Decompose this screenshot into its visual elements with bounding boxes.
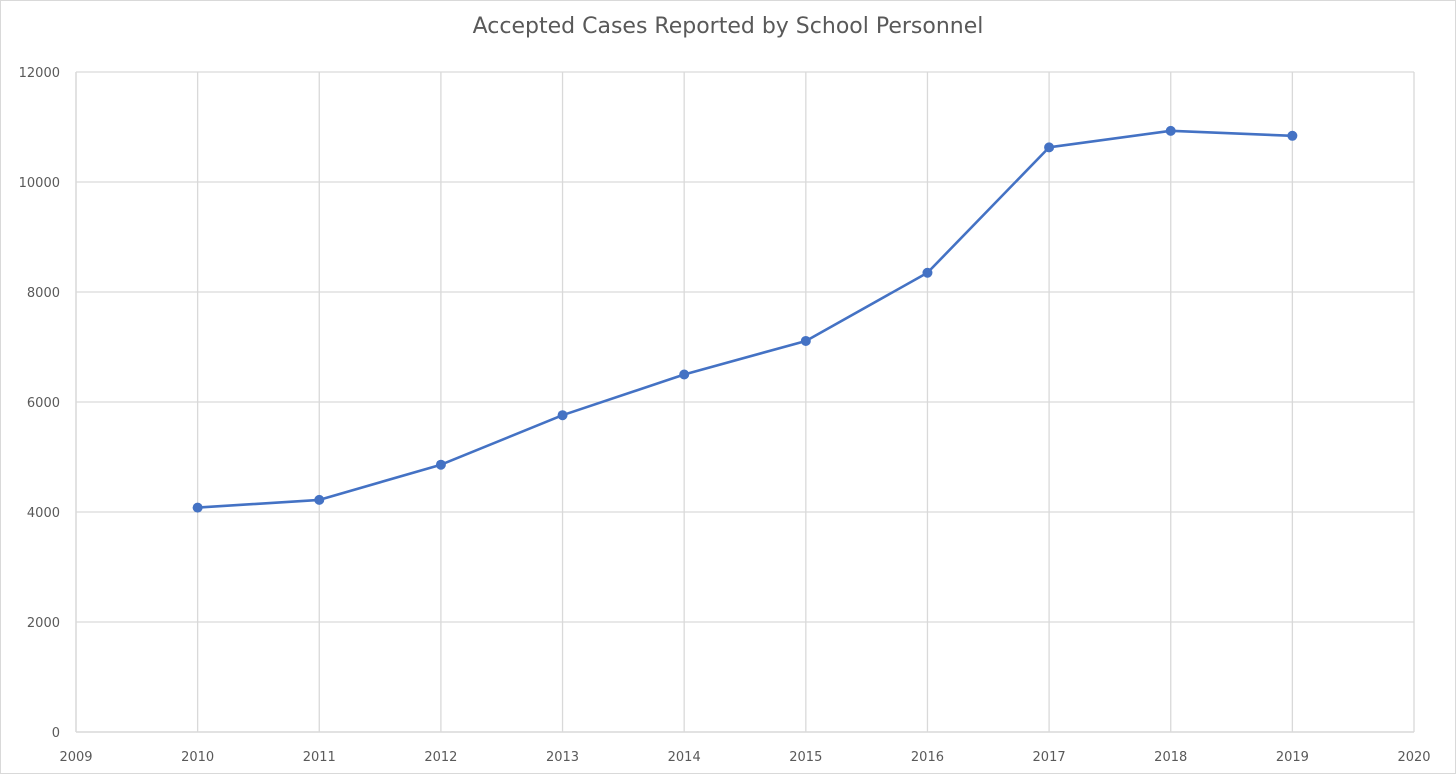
y-tick-label: 2000 [27,616,60,631]
y-tick-label: 12000 [19,66,60,81]
x-tick-labels: 2009 2010 2011 2012 2013 2014 2015 2016 2017 2018… [59,750,1430,765]
x-tick-label: 2017 [1033,750,1066,765]
x-tick-label: 2016 [911,750,944,765]
data-point [314,494,325,505]
axes [75,72,1414,733]
y-tick-label: 10000 [19,176,60,191]
data-point [679,369,690,380]
x-tick-label: 2009 [59,750,92,765]
data-point [1044,142,1055,153]
x-tick-label: 2013 [546,750,579,765]
data-point [800,335,811,346]
series-line-layer [196,129,1294,509]
y-tick-label: 8000 [27,286,60,301]
data-point [922,267,933,278]
data-point [557,410,568,421]
y-tick-label: 0 [52,726,60,741]
data-point [192,502,203,513]
x-tick-label: 2015 [789,750,822,765]
chart-title: Accepted Cases Reported by School Person… [472,14,984,39]
grid [76,71,1415,732]
x-tick-label: 2018 [1154,750,1187,765]
x-tick-label: 2010 [181,750,214,765]
y-tick-labels: 0 2000 4000 6000 8000 10000 12000 [19,66,60,741]
y-tick-label: 4000 [27,506,60,521]
x-tick-label: 2012 [424,750,457,765]
data-point [435,459,446,470]
data-point [1287,130,1298,141]
data-points [192,125,1298,513]
x-tick-label: 2020 [1397,750,1430,765]
x-tick-label: 2014 [668,750,701,765]
x-tick-label: 2019 [1276,750,1309,765]
series-line [196,129,1294,509]
data-point [1165,125,1176,136]
x-tick-label: 2011 [303,750,336,765]
y-tick-label: 6000 [27,396,60,411]
